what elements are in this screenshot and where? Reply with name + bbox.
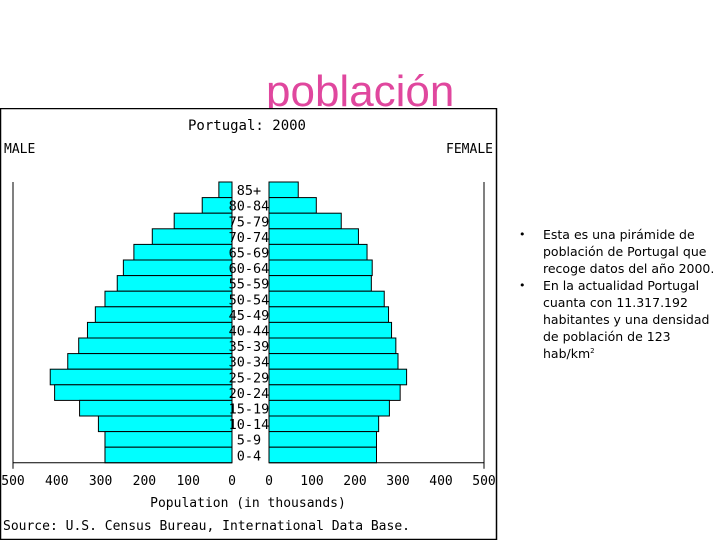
age-group-label: 35-39 [229, 339, 270, 355]
male-bar [218, 181, 233, 199]
female-bar [268, 431, 377, 448]
x-tick-label: 100 [176, 474, 199, 489]
age-group-label: 45-49 [229, 308, 270, 324]
female-bar [268, 212, 342, 230]
x-tick-label: 200 [343, 474, 366, 489]
age-group-label: 75-79 [229, 214, 270, 230]
male-bar [104, 290, 233, 308]
male-bar [86, 321, 233, 339]
age-group-label: 85+ [237, 183, 261, 199]
age-group-label: 50-54 [229, 292, 270, 308]
age-group-label: 70-74 [229, 230, 270, 246]
male-bar [79, 399, 233, 417]
female-bar [268, 337, 397, 355]
bullet-item: • En la actualidad Portugal cuanta con 11… [514, 277, 718, 362]
x-tick-label: 100 [300, 474, 323, 489]
male-bar [104, 431, 233, 448]
female-bar [268, 353, 399, 370]
male-bar [67, 353, 233, 370]
source-note: Source: U.S. Census Bureau, Internationa… [3, 519, 410, 534]
male-bar [49, 368, 233, 386]
male-bar [122, 259, 233, 277]
x-tick-label: 500 [1, 474, 24, 489]
male-bar [104, 446, 233, 464]
x-tick-label: 400 [429, 474, 452, 489]
age-group-label: 65-69 [229, 246, 270, 262]
age-group-label: 15-19 [229, 402, 270, 418]
bullet-list: • Esta es una pirámide de población de Po… [514, 226, 718, 362]
x-tick-label: 200 [133, 474, 156, 489]
bullet-dot: • [519, 279, 526, 292]
x-tick-label: 400 [45, 474, 68, 489]
bullet-text: Esta es una pirámide de población de Por… [543, 227, 715, 276]
age-group-label: 80-84 [229, 199, 270, 215]
female-bar [268, 368, 408, 386]
female-bar [268, 446, 377, 464]
male-bar [97, 415, 233, 433]
x-axis-label: Population (in thousands) [150, 496, 346, 511]
chart-frame [0, 108, 498, 540]
female-bar [268, 259, 373, 277]
x-tick-label: 300 [89, 474, 112, 489]
male-bar [94, 306, 233, 323]
male-bar [116, 275, 233, 292]
bullet-item: • Esta es una pirámide de población de Po… [514, 226, 718, 277]
female-bar [268, 321, 393, 339]
male-bar [54, 384, 233, 401]
age-group-label: 0-4 [237, 448, 261, 464]
male-label: MALE [4, 142, 35, 157]
male-bar [201, 197, 233, 214]
female-bar [268, 306, 390, 323]
female-bar [268, 197, 317, 214]
female-bar [268, 243, 368, 261]
age-group-label: 55-59 [229, 277, 270, 293]
male-bar [133, 243, 233, 261]
bullet-superscript: 2 [590, 346, 595, 355]
female-bar [268, 181, 299, 199]
age-group-label: 25-29 [229, 370, 270, 386]
x-tick-label: 500 [472, 474, 495, 489]
female-bar [268, 228, 359, 245]
age-group-label: 40-44 [229, 324, 270, 340]
age-group-label: 60-64 [229, 261, 270, 277]
female-bar [268, 399, 390, 417]
age-group-label: 5-9 [237, 433, 261, 449]
female-label: FEMALE [446, 142, 493, 157]
age-group-label: 20-24 [229, 386, 270, 402]
age-group-label: 30-34 [229, 355, 270, 371]
male-bar [173, 212, 233, 230]
female-bar [268, 275, 372, 292]
female-bar [268, 415, 380, 433]
age-group-label: 10-14 [229, 417, 270, 433]
x-tick-label: 0 [265, 474, 273, 489]
x-tick-label: 300 [386, 474, 409, 489]
plot-area: 85+80-8475-7970-7465-6960-6455-5950-5445… [1, 181, 496, 489]
population-pyramid-chart: Portugal: 2000 MALE FEMALE 85+80-8475-79… [0, 108, 498, 540]
x-tick-label: 0 [228, 474, 236, 489]
female-bar [268, 290, 385, 308]
female-bar [268, 384, 401, 401]
bullet-text: En la actualidad Portugal cuanta con 11.… [543, 278, 710, 361]
slide-title: población [266, 67, 455, 116]
bullet-dot: • [519, 228, 526, 241]
male-bar [78, 337, 233, 355]
male-bar [151, 228, 233, 245]
chart-title: Portugal: 2000 [188, 118, 306, 134]
